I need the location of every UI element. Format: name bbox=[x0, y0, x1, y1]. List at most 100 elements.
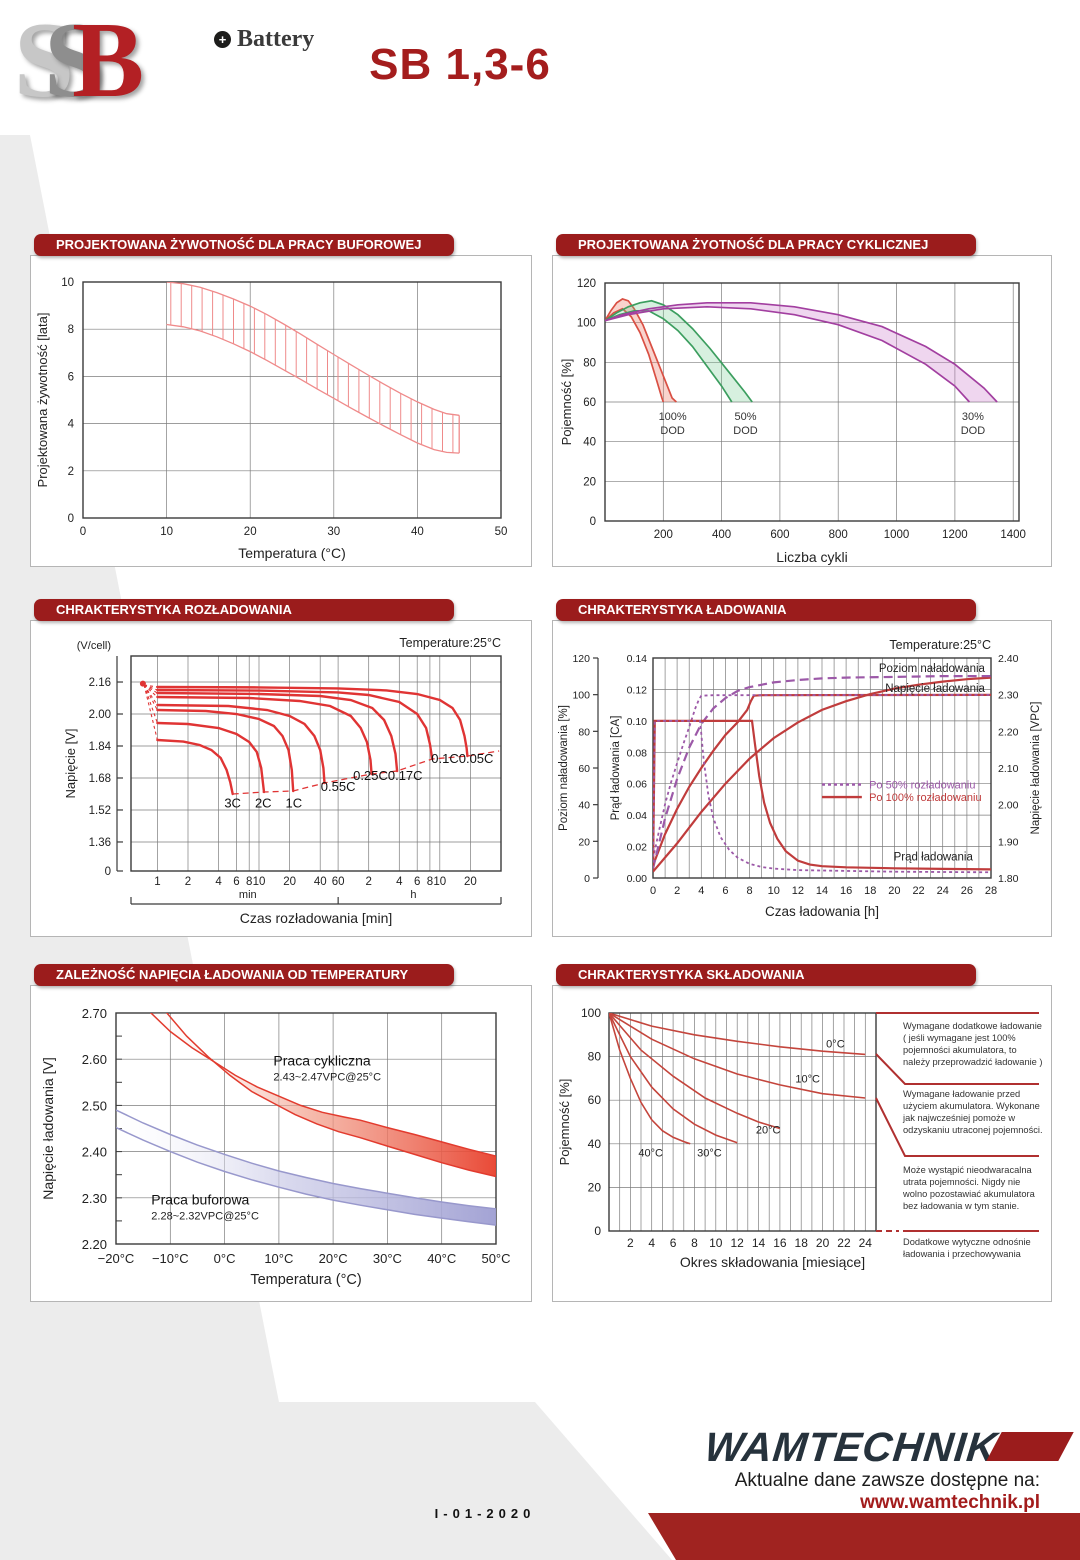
svg-text:40: 40 bbox=[411, 526, 424, 538]
svg-text:2.60: 2.60 bbox=[82, 1052, 107, 1067]
panel-cycle-life: 100% DOD 50% DOD 30% DOD 200 400 600 800 1000 1200 1… bbox=[552, 255, 1052, 567]
svg-text:1.36: 1.36 bbox=[89, 837, 111, 849]
banner-cycle-life: PROJEKTOWANA ŻYOTNOŚĆ DLA PRACY CYKLICZN… bbox=[556, 234, 976, 256]
ssb-logo-letters: SSB bbox=[14, 1, 144, 120]
svg-text:400: 400 bbox=[712, 529, 731, 541]
svg-text:10: 10 bbox=[709, 1236, 723, 1250]
panel-voltage-temp: Praca cykliczna 2.43~2.47VPC@25°C Praca bu… bbox=[30, 985, 532, 1302]
svg-text:40: 40 bbox=[314, 876, 327, 888]
svg-text:Liczba cykli: Liczba cykli bbox=[776, 549, 848, 565]
footer-tagline-text: Aktualne dane zawsze dostępne na: bbox=[734, 1470, 1040, 1491]
panel-buffer-life: 0 10 20 30 40 50 0 2 4 6 8 10 Temperatura (°C) Projek… bbox=[30, 255, 532, 567]
svg-text:8: 8 bbox=[427, 876, 433, 888]
svg-text:16: 16 bbox=[773, 1236, 787, 1250]
svg-text:1200: 1200 bbox=[942, 529, 968, 541]
svg-text:6: 6 bbox=[414, 876, 420, 888]
svg-text:Temperature:25°C: Temperature:25°C bbox=[399, 636, 501, 650]
svg-text:6: 6 bbox=[233, 876, 239, 888]
svg-text:Napięcie [V]: Napięcie [V] bbox=[63, 728, 78, 798]
charging-chart: 0 20 40 60 80 100 120 0.00 0.02 0.04 0.06 0.08 0.10 0… bbox=[553, 621, 1051, 936]
svg-text:0.00: 0.00 bbox=[627, 873, 648, 885]
svg-text:40: 40 bbox=[583, 437, 596, 449]
panel-storage: 0°C 10°C 20°C 30°C 40°C 2 4 6 8 10 12 14 16 18 20 22 24 0… bbox=[552, 985, 1052, 1302]
svg-text:28: 28 bbox=[985, 885, 997, 897]
svg-text:8: 8 bbox=[747, 885, 753, 897]
svg-text:60: 60 bbox=[332, 876, 345, 888]
svg-text:20: 20 bbox=[583, 476, 596, 488]
svg-text:30°C: 30°C bbox=[697, 1148, 722, 1160]
svg-text:0: 0 bbox=[594, 1224, 601, 1238]
svg-text:14: 14 bbox=[752, 1236, 766, 1250]
svg-text:2.00: 2.00 bbox=[89, 709, 111, 721]
svg-text:0: 0 bbox=[80, 526, 86, 538]
svg-text:2.20: 2.20 bbox=[82, 1237, 107, 1252]
svg-text:10°C: 10°C bbox=[795, 1073, 820, 1085]
svg-text:Napięcie ładowania [V]: Napięcie ładowania [V] bbox=[40, 1057, 56, 1199]
svg-text:20: 20 bbox=[588, 1180, 602, 1194]
svg-text:3C: 3C bbox=[224, 795, 241, 810]
svg-text:6: 6 bbox=[722, 885, 728, 897]
svg-text:2.43~2.47VPC@25°C: 2.43~2.47VPC@25°C bbox=[273, 1072, 381, 1084]
svg-text:Napięcie ładowania: Napięcie ładowania bbox=[885, 683, 985, 695]
svg-text:Prąd ładowania [CA]: Prąd ładowania [CA] bbox=[610, 716, 622, 821]
svg-text:Napięcie ładowania [VPC]: Napięcie ładowania [VPC] bbox=[1030, 702, 1042, 835]
panel-discharge: 0 1.36 1.52 1.68 1.84 2.00 2.16 3C 2C 1C 0.55C 0.25… bbox=[30, 620, 532, 937]
svg-text:0.08: 0.08 bbox=[627, 747, 648, 759]
page-title: SB 1,3-6 bbox=[369, 40, 551, 89]
svg-text:1400: 1400 bbox=[1000, 529, 1026, 541]
banner-discharge: CHRAKTERYSTYKA ROZŁADOWANIA bbox=[34, 599, 454, 621]
revision-code: I-01-2020 bbox=[434, 1506, 536, 1521]
svg-text:40°C: 40°C bbox=[427, 1251, 456, 1266]
svg-text:4: 4 bbox=[698, 885, 704, 897]
ssb-logo: SSB + Battery bbox=[14, 1, 314, 120]
svg-text:Pojemność [%]: Pojemność [%] bbox=[557, 1079, 572, 1166]
svg-text:0: 0 bbox=[584, 873, 590, 885]
svg-text:2.16: 2.16 bbox=[89, 677, 111, 689]
svg-text:2C: 2C bbox=[255, 795, 272, 810]
svg-text:Czas ładowania [h]: Czas ładowania [h] bbox=[765, 904, 879, 919]
banner-storage: CHRAKTERYSTYKA SKŁADOWANIA bbox=[556, 964, 976, 986]
storage-note-3: Może wystąpić nieodwaracalna utrata poje… bbox=[903, 1165, 1035, 1212]
svg-text:20: 20 bbox=[244, 526, 257, 538]
svg-text:0: 0 bbox=[590, 516, 596, 528]
svg-text:60: 60 bbox=[583, 397, 596, 409]
svg-text:1.80: 1.80 bbox=[998, 873, 1019, 885]
svg-text:4: 4 bbox=[396, 876, 403, 888]
svg-text:2.40: 2.40 bbox=[998, 653, 1019, 665]
svg-text:22: 22 bbox=[837, 1236, 851, 1250]
svg-text:1.84: 1.84 bbox=[89, 741, 112, 753]
svg-text:10: 10 bbox=[160, 526, 173, 538]
svg-text:100: 100 bbox=[577, 318, 596, 330]
svg-text:30: 30 bbox=[327, 526, 340, 538]
svg-text:30%DOD: 30% DOD bbox=[961, 411, 986, 437]
svg-text:6: 6 bbox=[670, 1236, 677, 1250]
svg-text:20°C: 20°C bbox=[319, 1251, 348, 1266]
svg-text:0.25C0.17C: 0.25C0.17C bbox=[353, 768, 422, 783]
svg-text:8: 8 bbox=[691, 1236, 698, 1250]
svg-text:0.55C: 0.55C bbox=[321, 779, 356, 794]
svg-text:0.1C0.05C: 0.1C0.05C bbox=[431, 751, 493, 766]
svg-text:0.12: 0.12 bbox=[627, 684, 648, 696]
svg-text:0: 0 bbox=[68, 513, 74, 525]
svg-text:20: 20 bbox=[283, 876, 296, 888]
svg-text:10: 10 bbox=[768, 885, 780, 897]
svg-text:Projektowana żywotność [lata]: Projektowana żywotność [lata] bbox=[35, 313, 50, 488]
svg-text:50°C: 50°C bbox=[481, 1251, 510, 1266]
svg-text:2: 2 bbox=[674, 885, 680, 897]
svg-text:40: 40 bbox=[578, 800, 590, 812]
storage-note-2: Wymagane ładowanie przed użyciem akumula… bbox=[903, 1089, 1043, 1136]
svg-text:30°C: 30°C bbox=[373, 1251, 402, 1266]
svg-text:80: 80 bbox=[588, 1050, 602, 1064]
svg-text:Po 100% rozładowaniu: Po 100% rozładowaniu bbox=[869, 792, 982, 804]
svg-text:1C: 1C bbox=[286, 795, 303, 810]
svg-text:8: 8 bbox=[68, 324, 74, 336]
svg-text:Prąd ładowania: Prąd ładowania bbox=[894, 851, 974, 863]
wamtechnik-link[interactable]: www.wamtechnik.pl bbox=[860, 1492, 1040, 1513]
svg-text:Praca cykliczna: Praca cykliczna bbox=[273, 1053, 370, 1069]
svg-text:Temperature:25°C: Temperature:25°C bbox=[889, 638, 991, 652]
voltage-temp-chart: Praca cykliczna 2.43~2.47VPC@25°C Praca bu… bbox=[31, 986, 531, 1301]
svg-text:60: 60 bbox=[588, 1093, 602, 1107]
svg-text:2.40: 2.40 bbox=[82, 1145, 107, 1160]
logo-letter-s2: S bbox=[44, 1, 105, 120]
banner-voltage-temp: ZALEŻNOŚĆ NAPIĘCIA ŁADOWANIA OD TEMPERAT… bbox=[34, 964, 454, 986]
